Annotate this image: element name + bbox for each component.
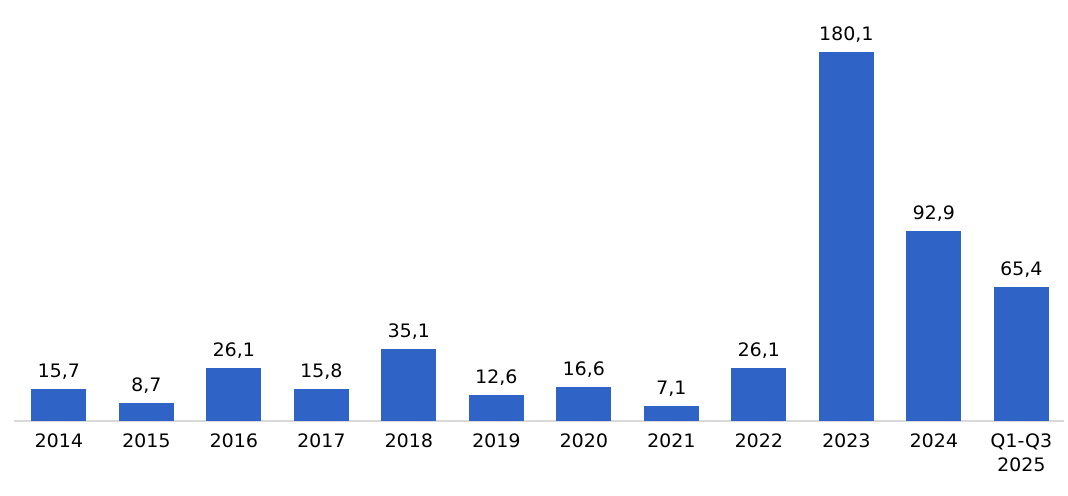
bar-value-label: 16,6 (562, 358, 605, 380)
bar-value-label: 35,1 (387, 320, 430, 342)
bar-value-label: 26,1 (737, 339, 780, 361)
bar-group-q1-q3-2025: 65,4 Q1-Q3 2025 (978, 0, 1066, 477)
bar-group-2024: 92,9 2024 (890, 0, 978, 477)
bar-2023 (818, 52, 874, 421)
x-tick-label: 2016 (209, 430, 258, 452)
bar-group-2018: 35,1 2018 (365, 0, 453, 477)
x-tick-label: 2021 (647, 430, 696, 452)
bar-value-label: 12,6 (475, 366, 518, 388)
bar-value-label: 180,1 (819, 23, 874, 45)
bar-value-label: 15,7 (37, 360, 80, 382)
bar-group-2022: 26,1 2022 (715, 0, 803, 477)
bar-2022 (731, 368, 787, 421)
bar-group-2021: 7,1 2021 (628, 0, 716, 477)
x-tick-label: 2017 (297, 430, 346, 452)
bar-2021 (643, 406, 699, 421)
bar-value-label: 92,9 (912, 202, 955, 224)
bar-group-2020: 16,6 2020 (540, 0, 628, 477)
bar-group-2019: 12,6 2019 (453, 0, 541, 477)
bar-value-label: 15,8 (300, 360, 343, 382)
bar-2014 (31, 389, 87, 421)
x-tick-label: 2022 (734, 430, 783, 452)
bar-group-2015: 8,7 2015 (103, 0, 191, 477)
x-tick-label: Q1-Q3 2025 (990, 430, 1053, 476)
x-tick-label: 2019 (472, 430, 521, 452)
bar-2017 (293, 389, 349, 421)
bar-value-label: 7,1 (656, 377, 687, 399)
bar-2016 (206, 368, 262, 421)
bar-2019 (468, 395, 524, 421)
bar-group-2017: 15,8 2017 (278, 0, 366, 477)
bar-2024 (906, 231, 962, 421)
bar-2015 (118, 403, 174, 421)
x-tick-label: 2014 (34, 430, 83, 452)
bar-2018 (381, 349, 437, 421)
x-tick-label: 2018 (384, 430, 433, 452)
plot-area: 15,7 2014 8,7 2015 26,1 2016 15,8 (15, 0, 1066, 477)
bar-group-2023: 180,1 2023 (803, 0, 891, 477)
x-tick-label: 2015 (122, 430, 171, 452)
bar-2020 (556, 387, 612, 421)
x-axis-line (14, 420, 1064, 422)
bar-q1-q3-2025 (993, 287, 1049, 421)
x-tick-label: 2020 (559, 430, 608, 452)
bar-value-label: 26,1 (212, 339, 255, 361)
bar-value-label: 65,4 (1000, 258, 1043, 280)
x-tick-label: 2023 (822, 430, 871, 452)
bar-group-2016: 26,1 2016 (190, 0, 278, 477)
bar-value-label: 8,7 (131, 374, 162, 396)
bar-group-2014: 15,7 2014 (15, 0, 103, 477)
x-tick-label: 2024 (909, 430, 958, 452)
